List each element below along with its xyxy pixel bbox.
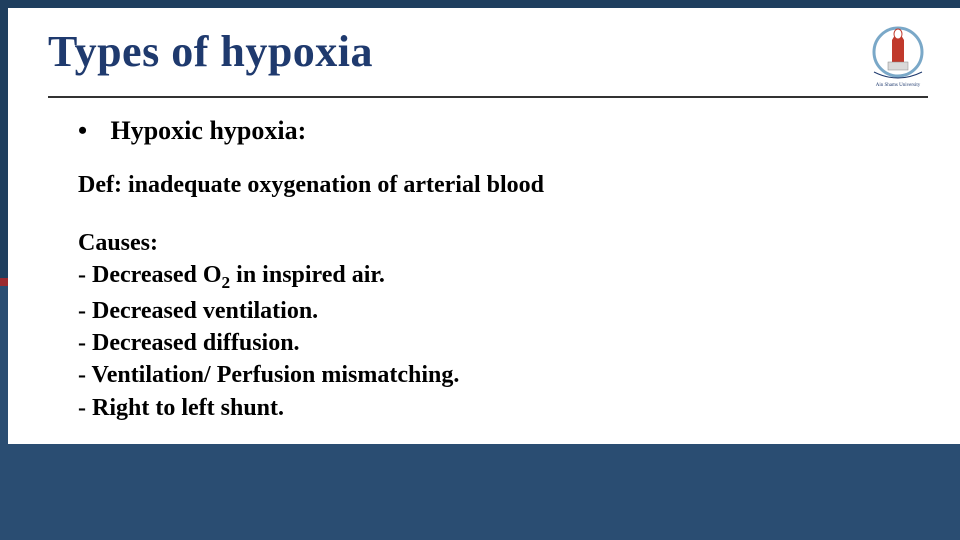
svg-text:Ain Shams University: Ain Shams University	[876, 83, 921, 88]
subtitle-text: Hypoxic hypoxia:	[111, 116, 307, 145]
title-row: Types of hypoxia Ain Shams University	[48, 26, 928, 98]
cause-item: - Decreased O2 in inspired air.	[78, 259, 928, 294]
causes-heading: Causes:	[78, 227, 928, 259]
definition-line: Def: inadequate oxygenation of arterial …	[78, 172, 928, 199]
cause-item: - Right to left shunt.	[78, 392, 928, 424]
cause-item: - Decreased ventilation.	[78, 295, 928, 327]
def-text: inadequate oxygenation of arterial blood	[128, 172, 544, 198]
university-logo-icon: Ain Shams University	[868, 22, 928, 92]
page-title: Types of hypoxia	[48, 26, 373, 77]
slide-card: Types of hypoxia Ain Shams University • …	[8, 8, 960, 444]
subtitle-bullet: • Hypoxic hypoxia:	[78, 116, 928, 146]
causes-block: Causes: - Decreased O2 in inspired air. …	[78, 227, 928, 424]
bullet-marker-icon: •	[78, 116, 104, 146]
def-label: Def:	[78, 172, 122, 198]
cause-item: - Decreased diffusion.	[78, 327, 928, 359]
cause-item: - Ventilation/ Perfusion mismatching.	[78, 359, 928, 391]
